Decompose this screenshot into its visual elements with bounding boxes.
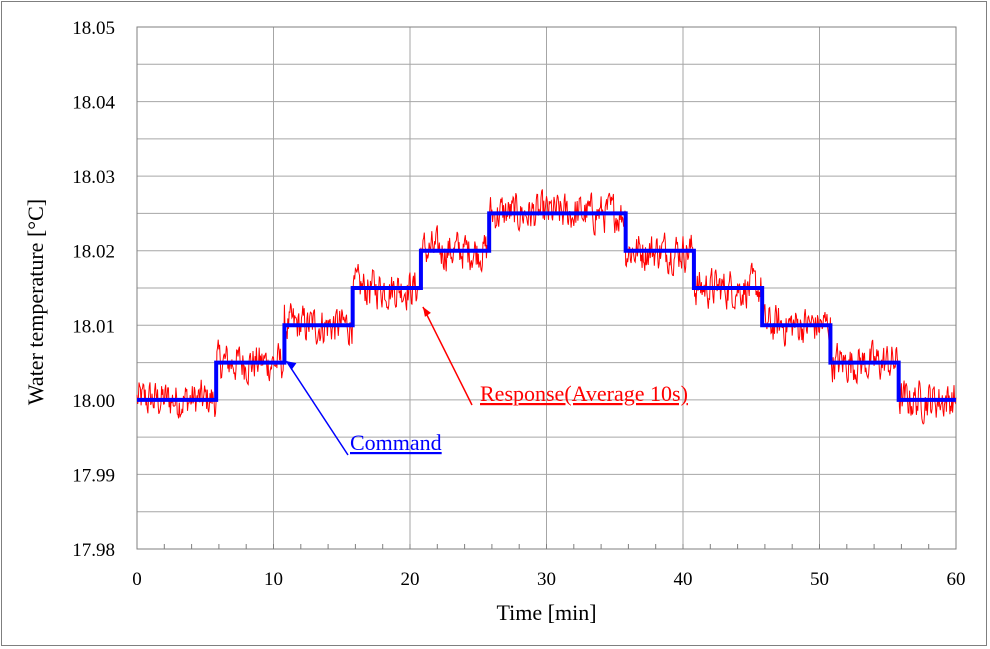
x-axis-ticks: 0 10 20 30 40 50 60 xyxy=(132,544,966,590)
x-tick-label: 0 xyxy=(132,569,142,590)
command-leader-line xyxy=(285,360,349,456)
x-tick-label: 10 xyxy=(264,569,283,590)
y-tick-label: 17.99 xyxy=(72,465,115,486)
response-annotation: Response(Average 10s) xyxy=(480,381,688,406)
x-tick-label: 30 xyxy=(537,569,556,590)
x-tick-label: 40 xyxy=(674,569,693,590)
x-tick-label: 60 xyxy=(947,569,966,590)
x-tick-label: 20 xyxy=(401,569,420,590)
grid xyxy=(137,27,956,549)
y-tick-label: 18.02 xyxy=(72,242,115,263)
annotations: Command Response(Average 10s) xyxy=(285,306,688,456)
response-arrow-head xyxy=(422,306,431,317)
response-leader-line xyxy=(422,306,473,406)
y-tick-label: 18.01 xyxy=(72,316,115,337)
y-axis-ticks: 17.98 17.99 18.00 18.01 18.02 18.03 18.04 18.05 xyxy=(72,18,115,561)
y-axis-title: Water temperature [°C] xyxy=(23,199,48,405)
command-annotation: Command xyxy=(350,430,442,455)
y-tick-label: 18.03 xyxy=(72,167,115,188)
y-tick-label: 17.98 xyxy=(72,540,115,561)
series-response-line xyxy=(136,189,957,425)
series-command-line xyxy=(137,211,956,402)
x-axis-title: Time [min] xyxy=(496,600,596,625)
y-tick-label: 18.00 xyxy=(72,391,115,412)
y-tick-label: 18.04 xyxy=(72,93,115,114)
command-arrow-head xyxy=(286,361,297,371)
x-tick-label: 50 xyxy=(810,569,829,590)
y-tick-label: 18.05 xyxy=(72,18,115,39)
